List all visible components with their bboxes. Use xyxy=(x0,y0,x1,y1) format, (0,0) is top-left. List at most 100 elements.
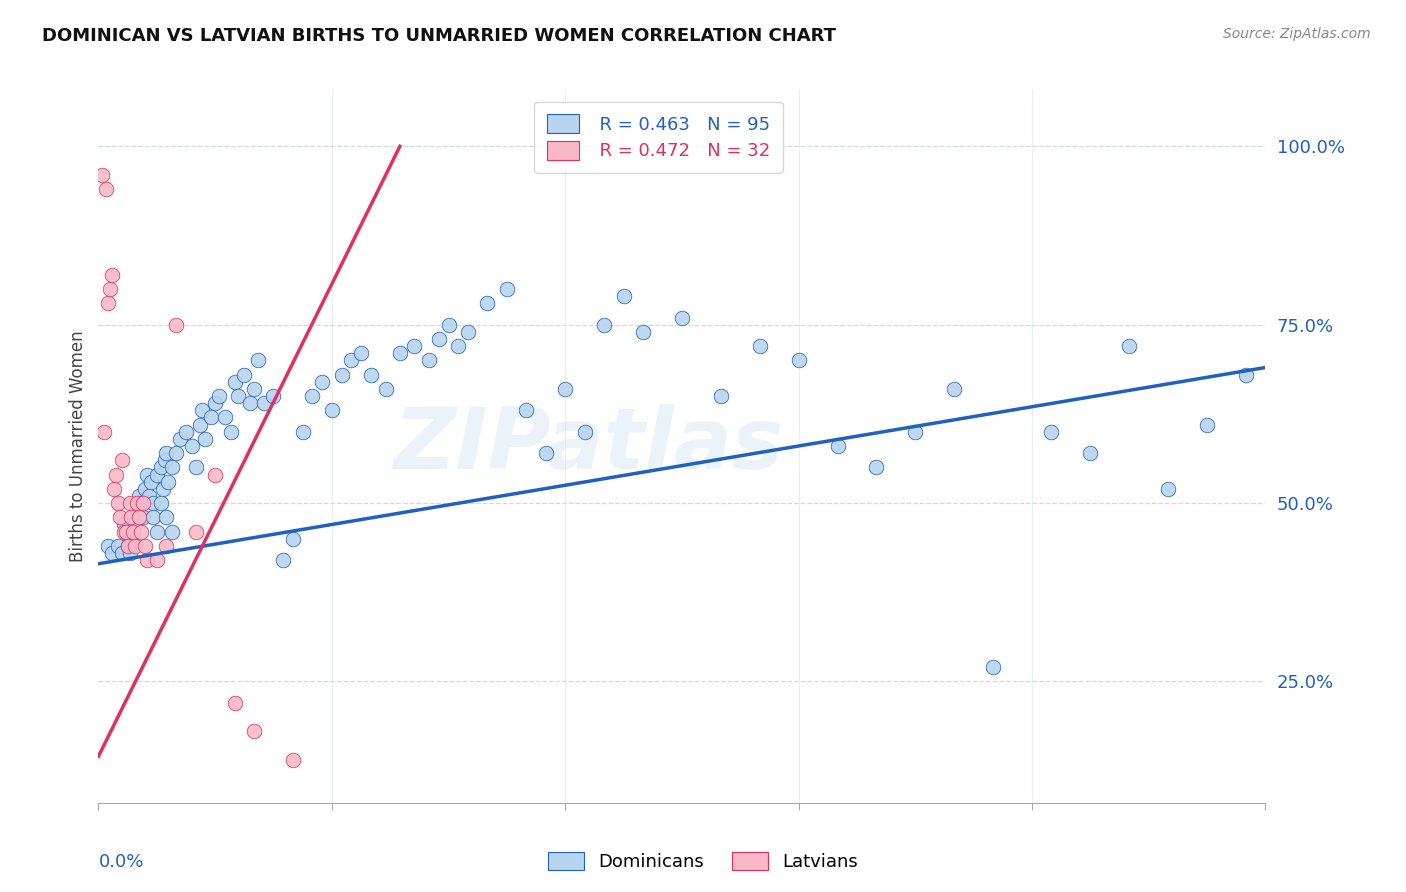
Point xyxy=(128,510,150,524)
Point xyxy=(112,517,135,532)
Point xyxy=(149,460,172,475)
Point xyxy=(149,496,172,510)
Point xyxy=(204,467,226,482)
Point xyxy=(281,532,304,546)
Point xyxy=(129,496,152,510)
Point xyxy=(136,467,159,482)
Point xyxy=(904,425,927,439)
Point xyxy=(350,346,373,360)
Point xyxy=(124,517,146,532)
Text: Source: ZipAtlas.com: Source: ZipAtlas.com xyxy=(1223,27,1371,41)
Point xyxy=(180,439,202,453)
Point xyxy=(142,496,165,510)
Point xyxy=(122,524,145,539)
Point xyxy=(132,510,155,524)
Point xyxy=(1234,368,1257,382)
Point xyxy=(114,524,136,539)
Point xyxy=(165,446,187,460)
Point xyxy=(142,510,165,524)
Point xyxy=(155,539,177,553)
Point xyxy=(827,439,849,453)
Point xyxy=(118,496,141,510)
Point xyxy=(301,389,323,403)
Text: ZIPatlas: ZIPatlas xyxy=(394,404,783,488)
Point xyxy=(108,510,131,524)
Point xyxy=(97,539,120,553)
Point xyxy=(190,403,212,417)
Point xyxy=(139,475,162,489)
Point xyxy=(748,339,770,353)
Point xyxy=(437,318,460,332)
Point xyxy=(111,453,134,467)
Point xyxy=(447,339,470,353)
Point xyxy=(204,396,226,410)
Point xyxy=(155,510,177,524)
Point xyxy=(330,368,353,382)
Point xyxy=(165,318,187,332)
Point xyxy=(1118,339,1140,353)
Point xyxy=(97,296,120,310)
Point xyxy=(184,460,207,475)
Point xyxy=(107,539,129,553)
Point xyxy=(388,346,411,360)
Point xyxy=(375,382,398,396)
Point xyxy=(214,410,236,425)
Point xyxy=(96,182,118,196)
Point xyxy=(134,539,156,553)
Point xyxy=(162,460,184,475)
Point xyxy=(111,546,134,560)
Point xyxy=(262,389,284,403)
Point xyxy=(671,310,693,325)
Point xyxy=(224,375,246,389)
Point xyxy=(127,503,149,517)
Point xyxy=(152,482,174,496)
Point xyxy=(243,724,266,739)
Point xyxy=(121,532,143,546)
Point xyxy=(311,375,333,389)
Point xyxy=(1080,446,1102,460)
Point xyxy=(631,325,654,339)
Text: 0.0%: 0.0% xyxy=(98,853,143,871)
Point xyxy=(340,353,363,368)
Point xyxy=(194,432,217,446)
Point xyxy=(162,524,184,539)
Point xyxy=(117,539,139,553)
Point xyxy=(93,425,115,439)
Point xyxy=(114,524,136,539)
Point xyxy=(157,475,180,489)
Point xyxy=(224,696,246,710)
Point xyxy=(128,489,150,503)
Point xyxy=(101,268,124,282)
Point xyxy=(104,467,127,482)
Point xyxy=(122,524,145,539)
Text: DOMINICAN VS LATVIAN BIRTHS TO UNMARRIED WOMEN CORRELATION CHART: DOMINICAN VS LATVIAN BIRTHS TO UNMARRIED… xyxy=(42,27,837,45)
Point xyxy=(200,410,222,425)
Point xyxy=(291,425,314,439)
Point xyxy=(188,417,211,432)
Point xyxy=(91,168,114,182)
Point xyxy=(418,353,440,368)
Point xyxy=(228,389,250,403)
Point xyxy=(112,524,135,539)
Point xyxy=(118,546,141,560)
Y-axis label: Births to Unmarried Women: Births to Unmarried Women xyxy=(69,330,87,562)
Point xyxy=(146,524,169,539)
Point xyxy=(129,524,152,539)
Point xyxy=(153,453,176,467)
Point xyxy=(865,460,887,475)
Point xyxy=(574,425,596,439)
Point xyxy=(117,539,139,553)
Point xyxy=(136,553,159,567)
Point xyxy=(253,396,276,410)
Point xyxy=(146,467,169,482)
Point xyxy=(184,524,207,539)
Point xyxy=(146,553,169,567)
Point xyxy=(515,403,537,417)
Point xyxy=(101,546,124,560)
Point xyxy=(155,446,177,460)
Point xyxy=(121,510,143,524)
Point xyxy=(239,396,262,410)
Point xyxy=(134,482,156,496)
Point xyxy=(107,496,129,510)
Point xyxy=(593,318,616,332)
